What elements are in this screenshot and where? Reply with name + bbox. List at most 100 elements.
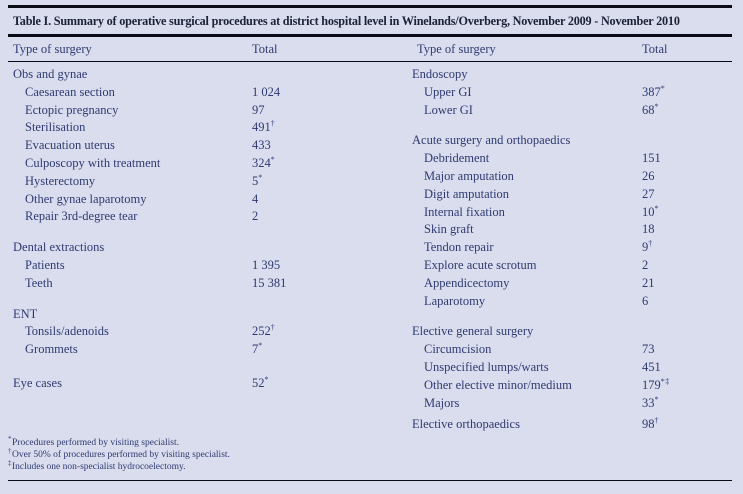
procedure-total: 73 <box>642 342 655 357</box>
procedure-label: Sterilisation <box>25 120 86 135</box>
procedure-total: 491† <box>252 119 276 135</box>
procedure-total: 433 <box>252 138 271 153</box>
procedure-total: 324* <box>252 154 276 170</box>
table-row: Major amputation 26 <box>370 168 732 186</box>
procedure-total <box>642 66 732 84</box>
footnote-over-50-of-procedure: †Over 50% of procedures performed by vis… <box>8 446 230 461</box>
section-name: Dental extractions <box>13 240 105 255</box>
procedure-total: 451 <box>642 359 661 374</box>
procedure-label: Hysterectomy <box>25 173 96 188</box>
table-container: Table I. Summary of operative surgical p… <box>8 0 732 482</box>
table-title: Table I. Summary of operative surgical p… <box>8 5 732 37</box>
table-row: Hysterectomy 5* <box>8 173 370 191</box>
footnote-marker: ‡ <box>8 458 12 467</box>
table-row: Eye cases 52* <box>8 375 370 393</box>
table-row: Appendicectomy 21 <box>370 275 732 293</box>
procedure-label: Evacuation uterus <box>25 138 115 153</box>
table-column-right: Endoscopy Upper GI 387* Lower GI 68* Acute su… <box>370 66 732 434</box>
table-row: Teeth 15 381 <box>8 275 370 293</box>
procedure-label: Ectopic pregnancy <box>25 102 119 117</box>
procedure-label: Digit amputation <box>424 186 510 201</box>
section-ent: ENT Tonsils/adenoids 252† Grommets 7* <box>8 306 370 359</box>
section-name: Obs and gynae <box>13 67 88 81</box>
procedure-label: Internal fixation <box>424 204 505 219</box>
table-row: Debridement 151 <box>370 150 732 168</box>
section-eye-cases: Eye cases 52* <box>8 375 370 393</box>
procedure-total: 7* <box>252 341 263 357</box>
table-row: Circumcision 73 <box>370 341 732 359</box>
procedure-total: 98† <box>642 416 659 432</box>
table-row: Tendon repair 9† <box>370 239 732 257</box>
procedure-total: 4 <box>252 191 259 206</box>
procedure-label: Majors <box>424 395 460 410</box>
procedure-label: Tonsils/adenoids <box>25 324 109 339</box>
section-name: ENT <box>13 306 38 321</box>
procedure-total: 2 <box>642 257 649 272</box>
table-row: Obs and gynae <box>8 66 370 84</box>
header-total-left: Total <box>252 42 278 56</box>
footnote-procedures-performed: *Procedures performed by visiting specia… <box>8 434 180 449</box>
table-row: Acute surgery and orthopaedics <box>370 132 732 150</box>
footnote-marker: * <box>654 101 659 111</box>
header-left-half: Type of surgery Total <box>8 42 370 57</box>
procedure-total: 387* <box>642 83 666 99</box>
footnote-marker: * <box>270 154 276 164</box>
procedure-label: Explore acute scrotum <box>424 257 537 272</box>
footnote-marker: † <box>654 416 659 426</box>
procedure-total: 27 <box>642 186 655 201</box>
section-name: Elective general surgery <box>412 324 534 339</box>
table-row: Sterilisation 491† <box>8 119 370 137</box>
procedure-total: 26 <box>642 168 655 183</box>
section-endoscopy: Endoscopy Upper GI 387* Lower GI 68* <box>370 66 732 119</box>
procedure-label: Major amputation <box>424 168 514 183</box>
procedure-total <box>642 323 732 341</box>
procedure-label: Unspecified lumps/warts <box>424 359 549 374</box>
footnote-marker: * <box>8 434 12 443</box>
table-row: Internal fixation 10* <box>370 204 732 222</box>
procedure-total <box>252 306 370 324</box>
procedure-total: 15 381 <box>252 275 287 290</box>
procedure-total: 2 <box>252 209 259 224</box>
procedure-label: Teeth <box>25 275 53 290</box>
procedure-label: Debridement <box>424 151 490 166</box>
table-header-row: Type of surgery Total Type of surgery To… <box>8 37 732 62</box>
procedure-total: 21 <box>642 275 655 290</box>
procedure-total: 10* <box>642 203 659 219</box>
footnote-marker: * <box>654 394 659 404</box>
procedure-label: Upper GI <box>424 84 472 99</box>
footnote-marker: † <box>270 119 276 129</box>
table-row: ENT <box>8 306 370 324</box>
procedure-label: Lower GI <box>424 102 473 117</box>
procedure-total: 179*‡ <box>642 376 670 392</box>
procedure-total: 52* <box>252 374 269 390</box>
procedure-label: Grommets <box>25 342 78 357</box>
section-name: Elective orthopaedics <box>412 417 520 432</box>
table-footnotes: *Procedures performed by visiting specia… <box>8 434 732 482</box>
header-type-of-surgery-right: Type of surgery <box>417 42 496 56</box>
table-row: Endoscopy <box>370 66 732 84</box>
section-name: Eye cases <box>13 375 62 390</box>
table-row: Upper GI 387* <box>370 84 732 102</box>
table-row: Culposcopy with treatment 324* <box>8 155 370 173</box>
procedure-total: 68* <box>642 101 659 117</box>
table-row: Unspecified lumps/warts 451 <box>370 359 732 377</box>
procedure-label: Caesarean section <box>25 84 115 99</box>
procedure-total: 1 024 <box>252 84 281 99</box>
procedure-label: Other elective minor/medium <box>424 377 572 392</box>
section-acute-surgery-and-orthopaedics: Acute surgery and orthopaedics Debridemen… <box>370 132 732 310</box>
procedure-total: 252† <box>252 323 276 339</box>
section-elective-general-surgery: Elective general surgery Circumcision 73 Un… <box>370 323 732 412</box>
procedure-label: Culposcopy with treatment <box>25 155 161 170</box>
footnote-marker: * <box>264 374 269 384</box>
table-row: Lower GI 68* <box>370 102 732 120</box>
table-row: Elective general surgery <box>370 323 732 341</box>
header-total-right: Total <box>642 42 668 56</box>
table-row: Dental extractions <box>8 239 370 257</box>
section-name: Acute surgery and orthopaedics <box>412 133 571 148</box>
procedure-total: 6 <box>642 293 649 308</box>
table-row: Evacuation uterus 433 <box>8 137 370 155</box>
procedure-total <box>642 132 732 150</box>
table-row: Ectopic pregnancy 97 <box>8 102 370 120</box>
table-row: Laparotomy 6 <box>370 293 732 311</box>
